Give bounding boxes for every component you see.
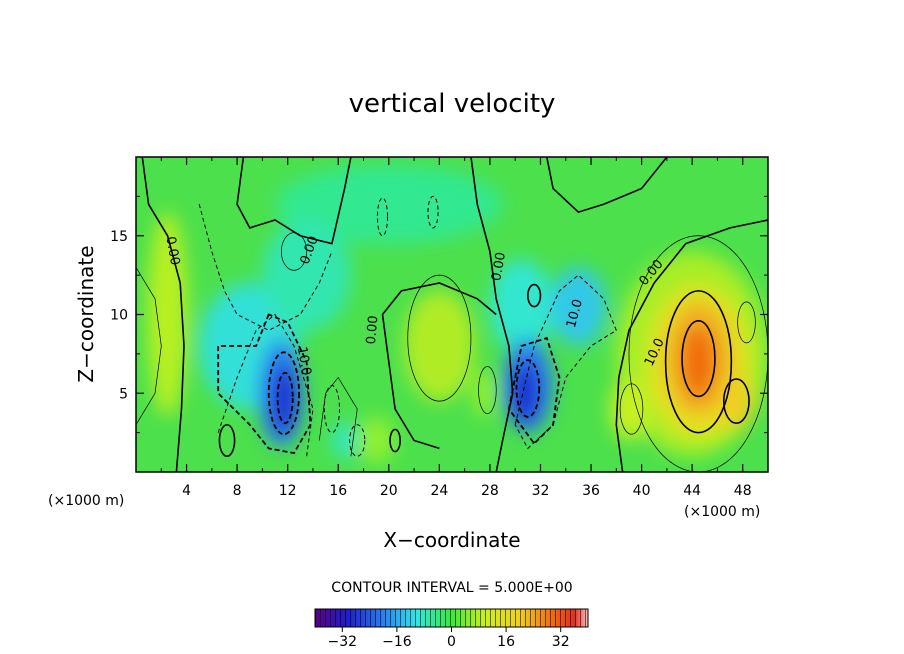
colorbar: −32 −16 0 16 32 [314, 608, 589, 650]
x-tick-label: 16 [329, 483, 347, 499]
y-axis: 5 10 15 [110, 195, 768, 434]
x-tick-label: 24 [430, 483, 448, 499]
contour-line [141, 157, 185, 472]
contour-loop [478, 366, 497, 415]
x-tick-label: 40 [633, 483, 651, 499]
field-blob [262, 220, 351, 331]
chart-title: vertical velocity [349, 89, 556, 119]
colorbar-tick-label: −32 [328, 634, 358, 650]
contour-label: 0.00 [489, 251, 509, 282]
colorbar-bands [315, 609, 588, 627]
contour-label: 10.0 [294, 346, 314, 377]
contour-line [381, 314, 440, 450]
x-tick-label: 44 [683, 483, 701, 499]
colorbar-tick-label: 32 [552, 634, 570, 650]
x-axis: 4 8 12 16 20 24 28 32 36 40 44 48 [160, 157, 752, 499]
contour-label: 0.00 [162, 235, 182, 266]
contour-lines [136, 157, 768, 472]
contour-line [236, 157, 352, 245]
field-blob [610, 377, 648, 441]
field-blob [357, 416, 396, 465]
contour-line [136, 267, 162, 425]
x-axis-title: X−coordinate [383, 528, 520, 552]
field-blob [403, 290, 475, 402]
field-blob [489, 259, 554, 354]
contour-line [514, 274, 617, 450]
contour-line [470, 157, 514, 472]
field-blob [147, 212, 188, 417]
x-tick-label: 36 [582, 483, 600, 499]
colorbar-ticks: −32 −16 0 16 32 [328, 627, 570, 650]
contour-interval-label: CONTOUR INTERVAL = 5.000E+00 [331, 580, 572, 596]
x-unit-label-right: (×1000 m) [684, 504, 760, 520]
contour-loop [427, 195, 439, 229]
contour-line [217, 313, 314, 457]
contour-loop [281, 232, 307, 271]
contour-loop [407, 274, 472, 402]
contour-loop [267, 351, 300, 436]
x-tick-label: 48 [734, 483, 752, 499]
contour-line [546, 157, 668, 214]
contour-loop [389, 428, 401, 453]
contour-loop [737, 301, 756, 344]
contour-line [615, 219, 768, 472]
contour-loop [681, 320, 716, 398]
x-tick-label: 8 [233, 483, 242, 499]
contour-loop [515, 359, 541, 418]
x-unit-label-left: (×1000 m) [48, 493, 124, 509]
x-tick-label: 20 [380, 483, 398, 499]
contour-line [507, 336, 561, 445]
x-tick-label: 32 [532, 483, 550, 499]
y-tick-label: 15 [110, 229, 128, 245]
contour-loop [218, 423, 236, 458]
y-axis-title: Z−coordinate [74, 245, 98, 382]
contour-loop [664, 290, 733, 434]
x-tick-label: 28 [481, 483, 499, 499]
contour-line [318, 376, 358, 457]
contour-loop [276, 371, 294, 425]
contour-label: 0.00 [364, 315, 381, 345]
contour-line [381, 282, 497, 316]
x-tick-label: 4 [182, 483, 191, 499]
x-tick-label: 12 [279, 483, 297, 499]
contour-loop [376, 197, 389, 237]
contour-loop [722, 378, 750, 424]
contour-line [198, 204, 333, 331]
contour-loop [527, 283, 542, 308]
contour-label: 10.0 [564, 298, 586, 330]
field-blob [470, 369, 497, 417]
y-tick-label: 5 [119, 386, 128, 402]
y-tick-label: 10 [110, 308, 128, 324]
contour-loop [619, 383, 644, 435]
colorbar-tick-label: 0 [447, 634, 456, 650]
contour-line [217, 313, 312, 455]
field-blob [511, 361, 540, 425]
field-blob [275, 164, 503, 244]
colored-field [147, 164, 768, 465]
colorbar-tick-label: −16 [382, 634, 412, 650]
field-blob [682, 325, 715, 398]
contour-loop [349, 424, 366, 457]
colorbar-tick-label: 16 [497, 634, 515, 650]
